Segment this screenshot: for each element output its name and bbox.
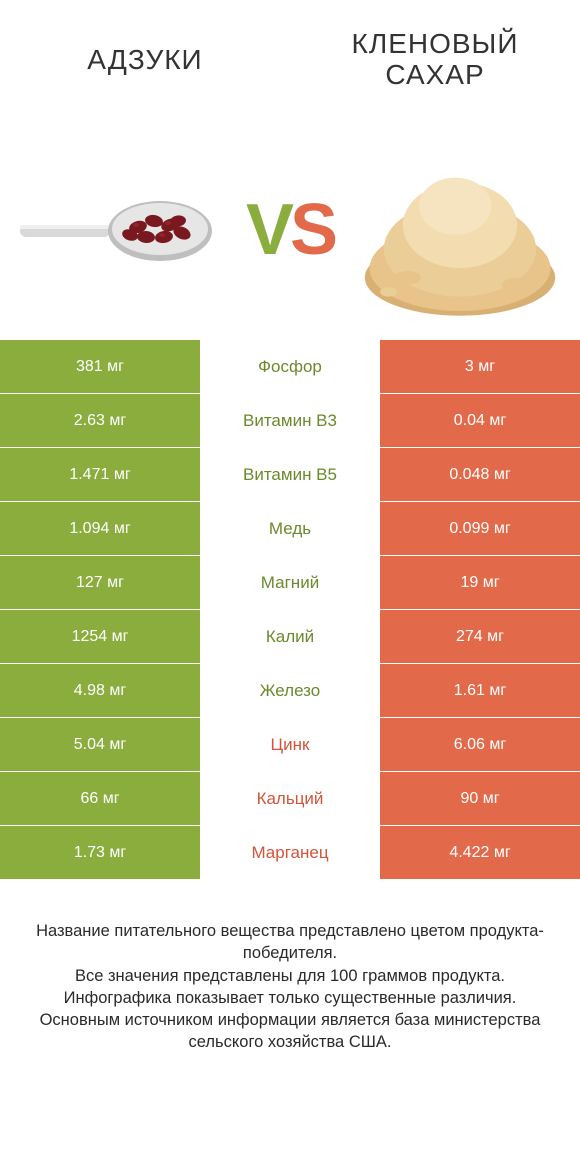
footnote-line-4: Основным источником информации является … xyxy=(20,1009,560,1054)
table-row: 4.98 мгЖелезо1.61 мг xyxy=(0,664,580,718)
table-row: 381 мгФосфор3 мг xyxy=(0,340,580,394)
footnote-line-2: Все значения представлены для 100 граммо… xyxy=(20,965,560,987)
right-value-cell: 0.099 мг xyxy=(380,502,580,555)
right-product-image xyxy=(360,130,560,330)
table-row: 1.471 мгВитамин B50.048 мг xyxy=(0,448,580,502)
left-value-cell: 1.094 мг xyxy=(0,502,200,555)
nutrient-name-cell: Медь xyxy=(200,502,380,555)
nutrient-name-cell: Железо xyxy=(200,664,380,717)
table-row: 5.04 мгЦинк6.06 мг xyxy=(0,718,580,772)
left-value-cell: 2.63 мг xyxy=(0,394,200,447)
nutrient-name-cell: Калий xyxy=(200,610,380,663)
nutrient-name-cell: Витамин B3 xyxy=(200,394,380,447)
right-value-cell: 4.422 мг xyxy=(380,826,580,879)
right-title: КЛЕНОВЫЙ САХАР xyxy=(290,29,580,91)
right-value-cell: 6.06 мг xyxy=(380,718,580,771)
right-value-cell: 1.61 мг xyxy=(380,664,580,717)
left-value-cell: 127 мг xyxy=(0,556,200,609)
left-value-cell: 1254 мг xyxy=(0,610,200,663)
nutrient-name-cell: Марганец xyxy=(200,826,380,879)
right-value-cell: 0.048 мг xyxy=(380,448,580,501)
table-row: 127 мгМагний19 мг xyxy=(0,556,580,610)
images-row: VS xyxy=(0,120,580,340)
vs-label: VS xyxy=(246,194,334,266)
vs-v-letter: V xyxy=(246,190,290,270)
left-value-cell: 5.04 мг xyxy=(0,718,200,771)
left-value-cell: 1.471 мг xyxy=(0,448,200,501)
right-value-cell: 274 мг xyxy=(380,610,580,663)
nutrient-name-cell: Кальций xyxy=(200,772,380,825)
table-row: 1.094 мгМедь0.099 мг xyxy=(0,502,580,556)
table-row: 66 мгКальций90 мг xyxy=(0,772,580,826)
nutrient-name-cell: Витамин B5 xyxy=(200,448,380,501)
table-row: 2.63 мгВитамин B30.04 мг xyxy=(0,394,580,448)
right-value-cell: 19 мг xyxy=(380,556,580,609)
left-value-cell: 1.73 мг xyxy=(0,826,200,879)
spoon-beans-icon xyxy=(20,185,220,275)
footnotes: Название питательного вещества представл… xyxy=(0,880,580,1054)
table-row: 1254 мгКалий274 мг xyxy=(0,610,580,664)
infographic-root: АДЗУКИ КЛЕНОВЫЙ САХАР xyxy=(0,0,580,1174)
left-value-cell: 4.98 мг xyxy=(0,664,200,717)
powder-pile-icon xyxy=(360,130,560,330)
left-title: АДЗУКИ xyxy=(0,45,290,76)
nutrient-name-cell: Магний xyxy=(200,556,380,609)
footnote-line-3: Инфографика показывает только существенн… xyxy=(20,987,560,1009)
right-value-cell: 3 мг xyxy=(380,340,580,393)
nutrient-name-cell: Фосфор xyxy=(200,340,380,393)
table-row: 1.73 мгМарганец4.422 мг xyxy=(0,826,580,880)
left-product-image xyxy=(20,185,220,275)
left-value-cell: 66 мг xyxy=(0,772,200,825)
comparison-table: 381 мгФосфор3 мг2.63 мгВитамин B30.04 мг… xyxy=(0,340,580,880)
footnote-line-1: Название питательного вещества представл… xyxy=(20,920,560,965)
vs-s-letter: S xyxy=(290,190,334,270)
left-value-cell: 381 мг xyxy=(0,340,200,393)
titles-row: АДЗУКИ КЛЕНОВЫЙ САХАР xyxy=(0,0,580,120)
right-value-cell: 0.04 мг xyxy=(380,394,580,447)
nutrient-name-cell: Цинк xyxy=(200,718,380,771)
right-value-cell: 90 мг xyxy=(380,772,580,825)
